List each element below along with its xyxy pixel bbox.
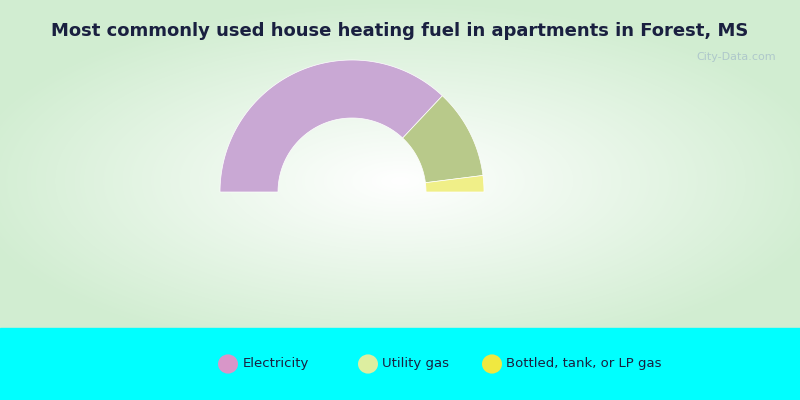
Bar: [0, 328, 800, 400]
Polygon shape: [220, 60, 442, 192]
Ellipse shape: [218, 354, 238, 374]
Polygon shape: [426, 176, 484, 192]
Polygon shape: [402, 96, 483, 183]
Text: Bottled, tank, or LP gas: Bottled, tank, or LP gas: [506, 358, 662, 370]
Text: Utility gas: Utility gas: [382, 358, 450, 370]
Text: Electricity: Electricity: [242, 358, 309, 370]
Ellipse shape: [358, 354, 378, 374]
Text: City-Data.com: City-Data.com: [696, 52, 776, 62]
Text: Most commonly used house heating fuel in apartments in Forest, MS: Most commonly used house heating fuel in…: [51, 22, 749, 40]
Ellipse shape: [482, 354, 502, 374]
